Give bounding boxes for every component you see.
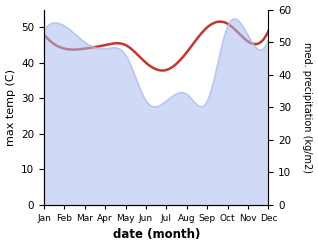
Y-axis label: med. precipitation (kg/m2): med. precipitation (kg/m2)	[302, 42, 313, 173]
Y-axis label: max temp (C): max temp (C)	[5, 69, 16, 146]
X-axis label: date (month): date (month)	[113, 228, 200, 242]
